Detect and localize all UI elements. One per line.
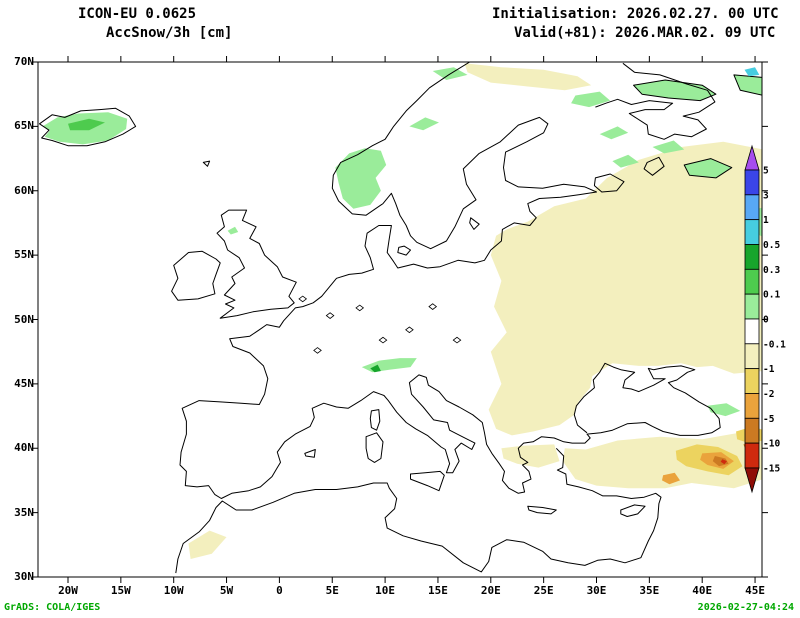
snow-kola-west: [571, 91, 611, 108]
snow-ne-russia: [733, 74, 762, 96]
island-gotland: [469, 217, 480, 230]
snow-iceland-core: [68, 118, 105, 131]
snow-alps-core: [370, 364, 381, 373]
legend-value-label: 0.3: [763, 265, 780, 276]
legend-color-step: [744, 368, 760, 394]
island-zealand: [397, 245, 411, 256]
legend-color-step: [744, 194, 760, 221]
legend-color-step: [744, 219, 760, 245]
legend-arrow-up: [744, 144, 760, 171]
fill-red-east-turkey: [720, 459, 727, 465]
legend-arrow-down: [744, 467, 760, 494]
legend-color-step: [744, 293, 760, 320]
contour-squiggle: [378, 336, 388, 344]
coastline-turkey-africa: [175, 447, 662, 574]
snow-south-norway: [335, 148, 387, 209]
island-mallorca: [304, 449, 316, 458]
snow-mid-norway: [409, 117, 439, 131]
legend-value-label: 1: [763, 215, 769, 226]
fill-pale-greece: [501, 444, 560, 468]
contour-squiggle: [325, 312, 335, 320]
snow-alps: [361, 358, 417, 373]
coastline-iceland: [39, 107, 137, 147]
legend-color-step: [744, 343, 760, 370]
island-corsica: [369, 409, 381, 431]
legend-value-label: -15: [763, 463, 780, 474]
legend-value-label: -10: [763, 439, 780, 450]
snow-kola: [633, 79, 717, 102]
legend-value-label: 3: [763, 190, 769, 201]
island-cyprus: [620, 504, 646, 517]
legend-value-label: 0: [763, 314, 769, 325]
island-crete: [527, 505, 557, 515]
fill-pale-lapland: [464, 63, 592, 91]
fill-pale-anatolia: [562, 431, 762, 489]
legend-color-step: [744, 169, 760, 196]
coastline-ireland: [171, 250, 221, 301]
legend-value-label: -0.1: [763, 339, 786, 350]
legend-value-label: 0.1: [763, 290, 780, 301]
snow-caucasus: [707, 403, 741, 417]
snow-vologda: [683, 158, 733, 179]
creation-timestamp: 2026-02-27-04:24: [697, 602, 794, 613]
snow-arkhangelsk: [652, 140, 685, 154]
contour-squiggle: [298, 295, 308, 303]
coastline-great-britain: [216, 209, 297, 319]
legend-value-label: -1: [763, 364, 775, 375]
init-time-label: Initialisation: 2026.02.27. 00 UTC: [492, 6, 779, 22]
contour-squiggle: [452, 336, 462, 344]
snow-karelia: [612, 154, 639, 168]
snow-north-russia: [599, 126, 629, 140]
island-sardinia: [365, 432, 384, 463]
contour-squiggle: [313, 347, 322, 354]
legend-value-label: 5: [763, 166, 769, 177]
grads-credit: GrADS: COLA/IGES: [4, 602, 101, 613]
model-title: ICON-EU 0.0625: [78, 6, 197, 22]
field-title: AccSnow/3h [cm]: [106, 25, 233, 41]
color-scale-legend: 5 3 1 0.5 0.3 0.1 0 -0.1 -1 -2 -5 -10 -15: [744, 144, 786, 494]
fill-orange-taurus: [662, 472, 680, 485]
legend-color-step: [744, 318, 760, 345]
contour-squiggle: [405, 326, 414, 334]
legend-color-step: [744, 393, 760, 419]
fill-pale-morocco: [188, 530, 227, 559]
lake-onega: [643, 156, 665, 176]
valid-time-label: Valid(+81): 2026.MAR.02. 09 UTC: [514, 25, 776, 41]
legend-color-step: [744, 268, 760, 295]
legend-color-step: [744, 417, 760, 444]
coastline-mainland: [179, 62, 721, 499]
map-layers: [39, 62, 762, 574]
coastline-faroe: [202, 160, 211, 167]
legend-color-step: [744, 244, 760, 270]
lake-ladoga: [593, 173, 625, 193]
snow-scotland: [227, 226, 239, 235]
fill-pale-east-europe: [488, 141, 762, 436]
legend-color-step: [744, 442, 760, 469]
contour-squiggle: [355, 304, 365, 312]
coastline-white-sea: [595, 62, 716, 140]
legend-value-label: -2: [763, 389, 774, 400]
snow-cyan-speck: [744, 67, 760, 77]
legend-value-label: -5: [763, 414, 775, 425]
legend-value-label: 0.5: [763, 240, 780, 251]
contour-squiggle: [428, 303, 438, 311]
island-sicily: [410, 470, 445, 492]
